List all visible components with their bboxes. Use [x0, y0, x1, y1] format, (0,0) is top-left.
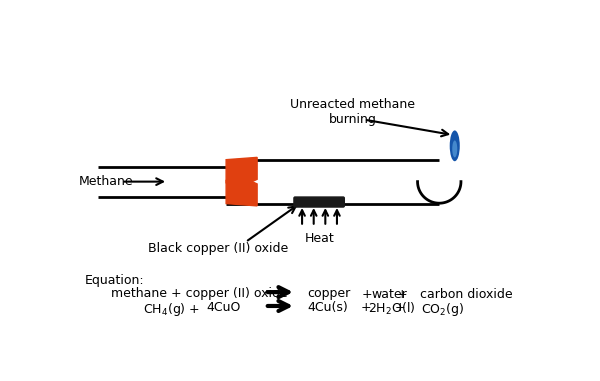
Text: methane + copper (II) oxide: methane + copper (II) oxide	[110, 288, 287, 301]
Text: +: +	[362, 288, 373, 301]
Text: +: +	[397, 288, 407, 301]
Text: carbon dioxide: carbon dioxide	[420, 288, 512, 301]
Text: $\mathregular{CO_2}$(g): $\mathregular{CO_2}$(g)	[421, 301, 464, 319]
Text: Black copper (II) oxide: Black copper (II) oxide	[148, 242, 289, 255]
Text: Unreacted methane
burning: Unreacted methane burning	[290, 98, 415, 126]
FancyBboxPatch shape	[294, 197, 344, 207]
Text: Equation:: Equation:	[84, 274, 144, 287]
Text: +: +	[360, 301, 371, 314]
Polygon shape	[226, 179, 257, 206]
Polygon shape	[226, 160, 461, 203]
Text: copper: copper	[308, 288, 351, 301]
Text: $\mathregular{2H_2}$O(l): $\mathregular{2H_2}$O(l)	[368, 301, 415, 317]
Text: water: water	[372, 288, 407, 301]
Text: $\mathregular{CH_4}$(g) +: $\mathregular{CH_4}$(g) +	[143, 301, 200, 319]
Text: Heat: Heat	[304, 232, 334, 245]
Text: 4Cu(s): 4Cu(s)	[308, 301, 348, 314]
Ellipse shape	[452, 141, 457, 157]
Text: 4CuO: 4CuO	[207, 301, 241, 314]
Polygon shape	[226, 157, 257, 184]
Ellipse shape	[450, 130, 460, 161]
Text: +: +	[395, 301, 406, 314]
Text: Methane: Methane	[79, 175, 133, 188]
